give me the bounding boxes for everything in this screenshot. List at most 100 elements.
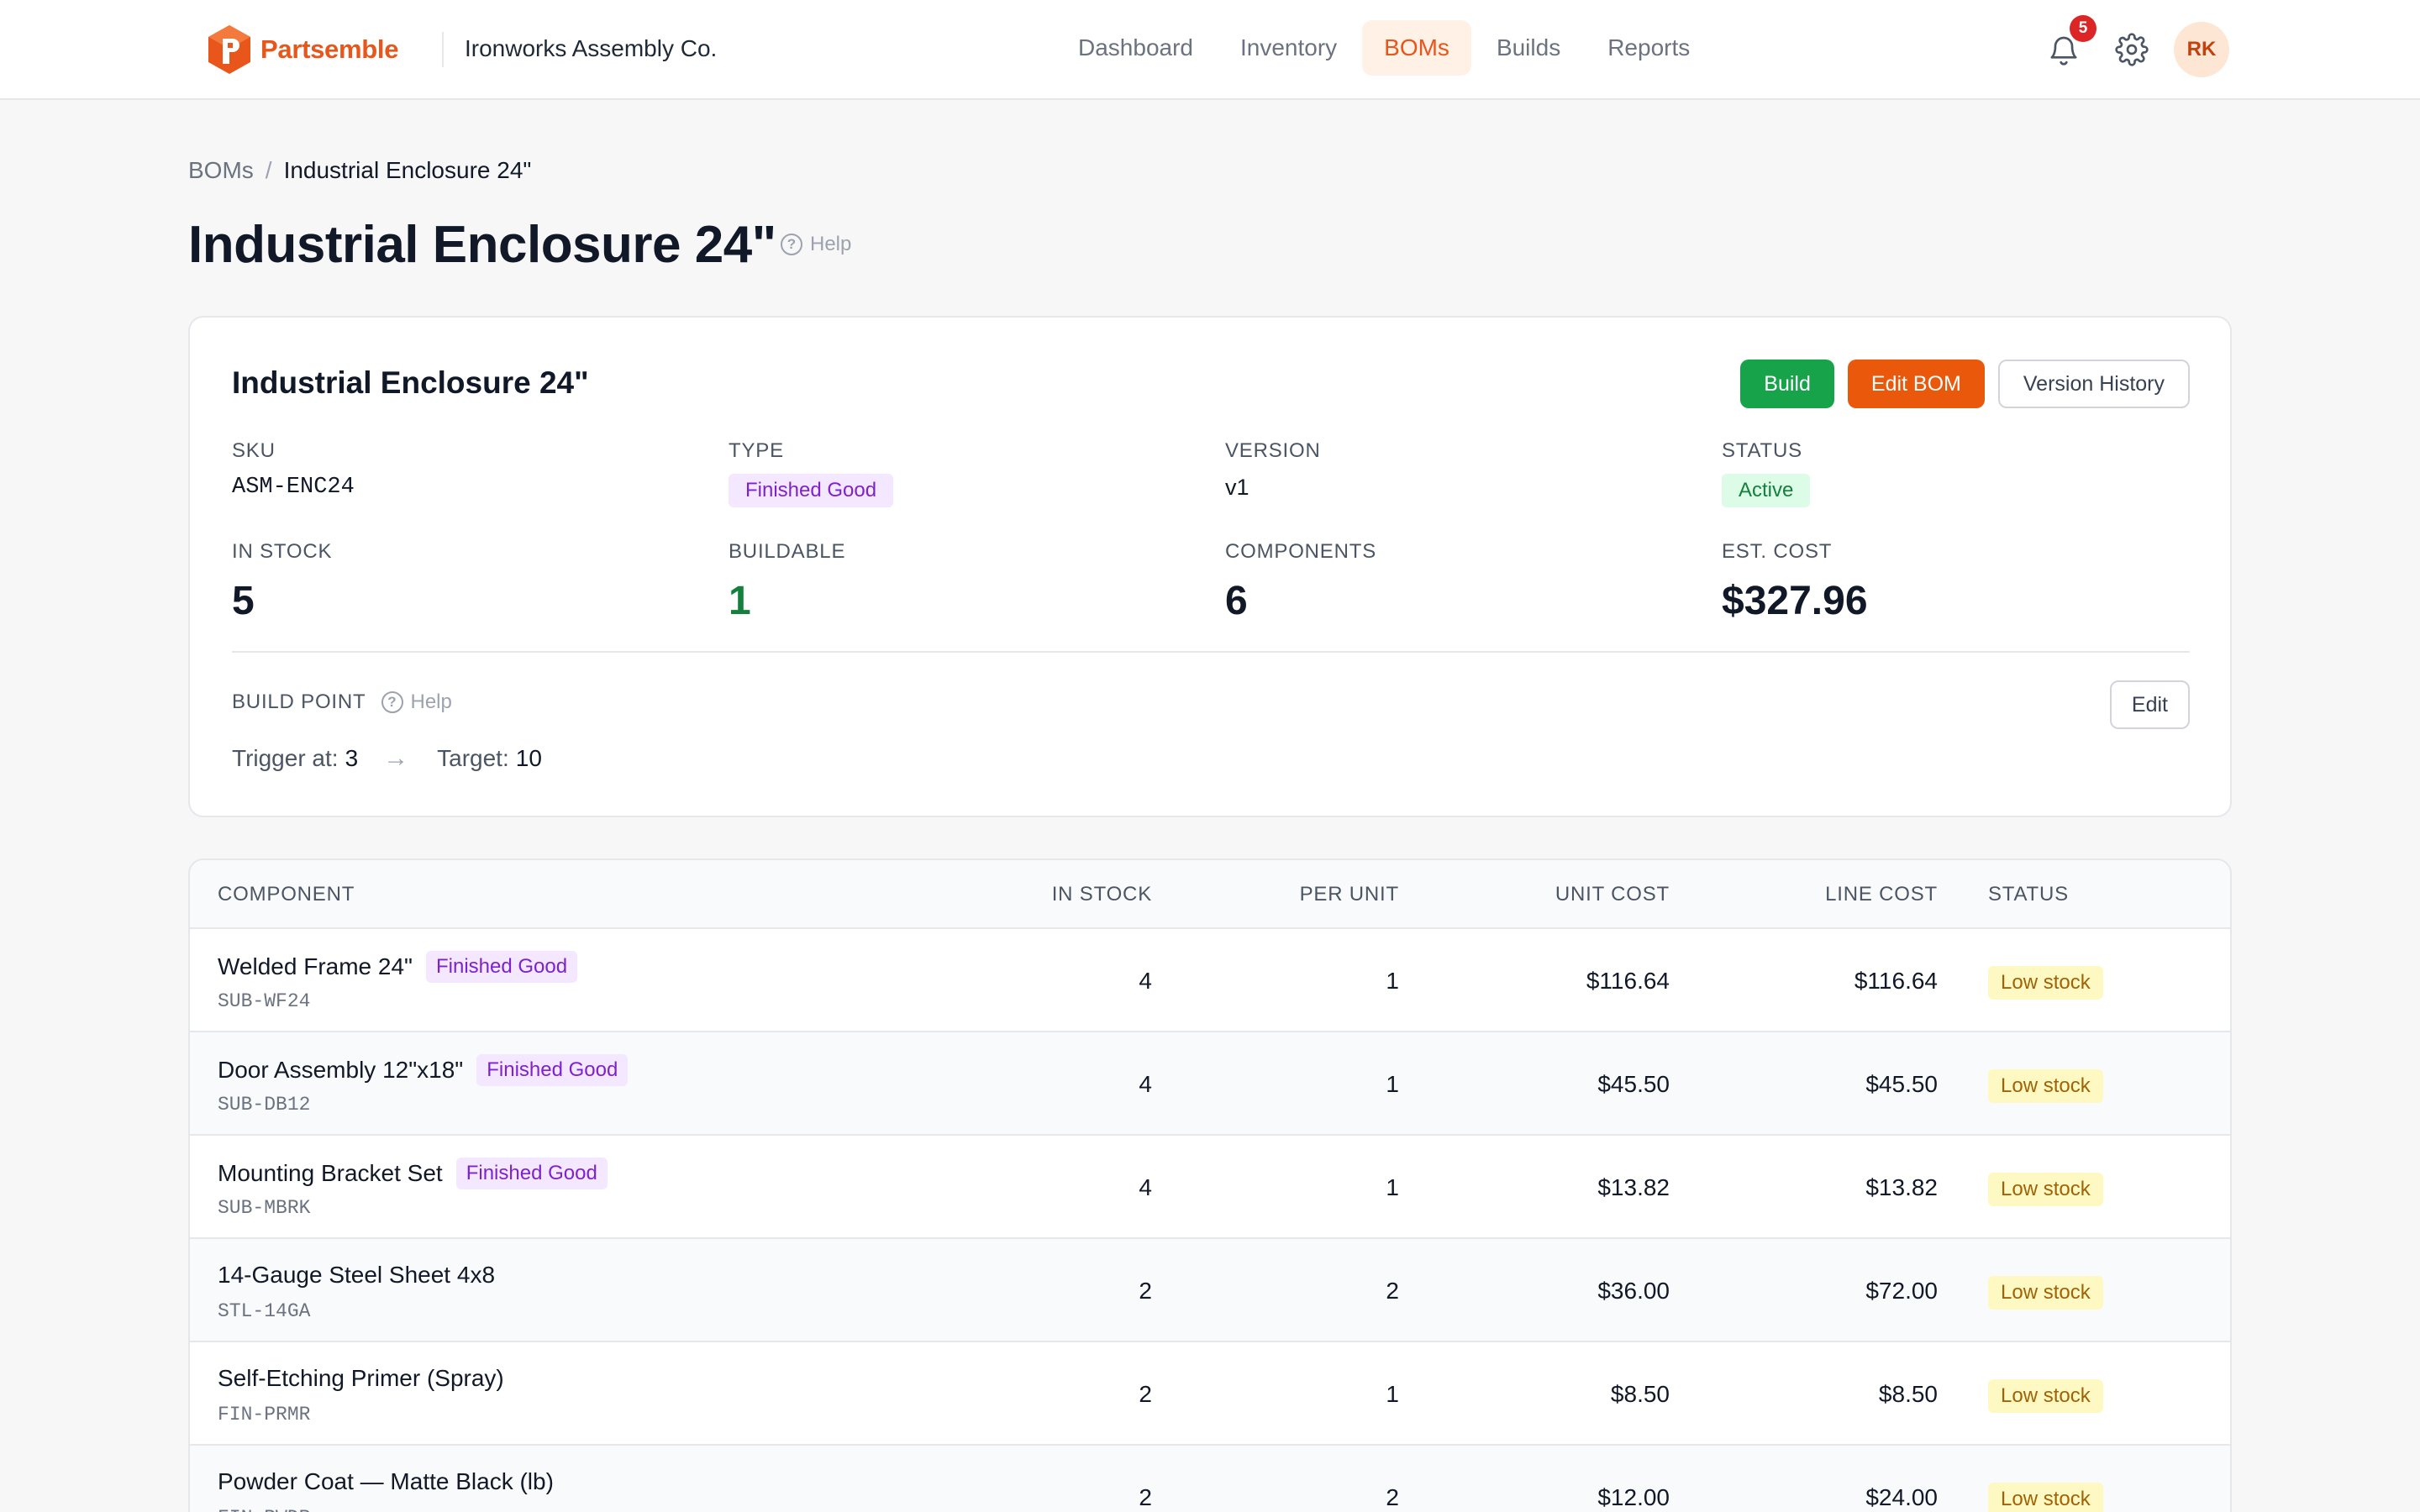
th-in-stock[interactable]: IN STOCK — [1051, 883, 1152, 906]
stat-version-label: VERSION — [1225, 439, 1321, 462]
per-unit-cell: 1 — [1386, 1381, 1399, 1407]
card-divider — [232, 651, 2190, 653]
unit-cost-cell: $8.50 — [1610, 1381, 1670, 1407]
table-row[interactable]: Welded Frame 24" Finished Good SUB-WF24 4 1 $… — [190, 929, 2230, 1032]
edit-build-point-button[interactable]: Edit — [2109, 680, 2190, 729]
in-stock-cell: 2 — [1139, 1278, 1152, 1304]
component-name-link[interactable]: Powder Coat — Matte Black (lb) — [218, 1468, 554, 1494]
stat-components-label: COMPONENTS — [1225, 540, 1377, 563]
version-history-button[interactable]: Version History — [1997, 360, 2190, 408]
build-button[interactable]: Build — [1740, 360, 1834, 408]
per-unit-cell: 1 — [1386, 1174, 1399, 1200]
in-stock-cell: 4 — [1139, 1071, 1152, 1097]
stock-status-badge: Low stock — [1988, 1379, 2103, 1413]
table-header: COMPONENT IN STOCK PER UNIT UNIT COST LI… — [190, 860, 2230, 929]
stat-in-stock-label: IN STOCK — [232, 540, 333, 563]
gear-icon[interactable] — [2115, 33, 2149, 66]
help-label: Help — [810, 233, 852, 255]
table-row[interactable]: Powder Coat — Matte Black (lb) FIN-PWDR 2 2… — [190, 1446, 2230, 1512]
top-bar: Partsemble Ironworks Assembly Co. Dashbo… — [0, 0, 2420, 100]
bom-summary-card: Industrial Enclosure 24" Build Edit BOM … — [188, 316, 2232, 817]
stat-buildable-value: 1 — [729, 579, 751, 623]
page-title: Industrial Enclosure 24" — [188, 216, 776, 274]
brand-logo[interactable]: Partsemble — [207, 24, 398, 76]
bell-icon[interactable] — [2047, 34, 2081, 67]
card-actions: Build Edit BOM Version History — [1727, 360, 2190, 408]
nav-boms[interactable]: BOMs — [1362, 20, 1471, 76]
stock-status-badge: Low stock — [1988, 1069, 2103, 1103]
build-point-help-label: Help — [410, 690, 452, 713]
component-type-badge: Finished Good — [476, 1054, 629, 1086]
unit-cost-cell: $13.82 — [1597, 1174, 1670, 1200]
trigger-value: 3 — [345, 745, 359, 771]
component-sku: SUB-MBRK — [218, 1197, 311, 1219]
component-type-badge: Finished Good — [455, 1158, 608, 1189]
in-stock-cell: 2 — [1139, 1484, 1152, 1510]
stat-type-label: TYPE — [729, 439, 784, 462]
unit-cost-cell: $45.50 — [1597, 1071, 1670, 1097]
main-nav: Dashboard Inventory BOMs Builds Reports — [1056, 20, 1715, 76]
stat-status-label: STATUS — [1722, 439, 1802, 462]
stat-components-value: 6 — [1225, 579, 1248, 623]
line-cost-cell: $72.00 — [1865, 1278, 1938, 1304]
th-unit-cost[interactable]: UNIT COST — [1555, 883, 1670, 906]
in-stock-cell: 4 — [1139, 968, 1152, 994]
table-row[interactable]: Self-Etching Primer (Spray) FIN-PRMR 2 1 $8.… — [190, 1342, 2230, 1446]
component-name-link[interactable]: 14-Gauge Steel Sheet 4x8 — [218, 1262, 496, 1288]
status-badge: Active — [1722, 474, 1811, 507]
component-cell: Mounting Bracket Set Finished Good — [218, 1158, 608, 1189]
breadcrumb: BOMs / Industrial Enclosure 24" — [188, 156, 531, 185]
stat-in-stock-value: 5 — [232, 579, 255, 623]
th-per-unit[interactable]: PER UNIT — [1299, 883, 1399, 906]
breadcrumb-boms-link[interactable]: BOMs — [188, 157, 254, 183]
stock-status-badge: Low stock — [1988, 1173, 2103, 1206]
per-unit-cell: 2 — [1386, 1278, 1399, 1304]
edit-bom-button[interactable]: Edit BOM — [1847, 360, 1985, 408]
component-sku: FIN-PRMR — [218, 1404, 311, 1425]
build-point-values: Trigger at: 3 → Target: 10 — [232, 744, 542, 773]
type-badge: Finished Good — [729, 474, 894, 507]
unit-cost-cell: $36.00 — [1597, 1278, 1670, 1304]
stat-sku: SKU ASM-ENC24 — [232, 438, 355, 501]
trigger-label: Trigger at: — [232, 745, 339, 771]
in-stock-cell: 4 — [1139, 1174, 1152, 1200]
table-row[interactable]: Mounting Bracket Set Finished Good SUB-MBR… — [190, 1136, 2230, 1239]
component-name-link[interactable]: Door Assembly 12"x18" — [218, 1057, 464, 1083]
component-name-link[interactable]: Self-Etching Primer (Spray) — [218, 1365, 504, 1391]
notification-badge: 5 — [2070, 15, 2096, 42]
component-sku: FIN-PWDR — [218, 1506, 310, 1512]
stat-components: COMPONENTS 6 — [1225, 539, 1376, 625]
component-cell: Powder Coat — Matte Black (lb) — [218, 1467, 554, 1496]
component-name-link[interactable]: Mounting Bracket Set — [218, 1160, 443, 1186]
nav-dashboard[interactable]: Dashboard — [1078, 34, 1193, 60]
nav-reports[interactable]: Reports — [1607, 34, 1691, 60]
company-name: Ironworks Assembly Co. — [465, 35, 718, 61]
stat-version: VERSION v1 — [1225, 438, 1321, 501]
component-sku: SUB-WF24 — [218, 990, 311, 1012]
stock-status-badge: Low stock — [1988, 1483, 2103, 1512]
table-row[interactable]: 14-Gauge Steel Sheet 4x8 STL-14GA 2 2 $36.00… — [190, 1239, 2230, 1342]
components-table: COMPONENT IN STOCK PER UNIT UNIT COST LI… — [188, 858, 2232, 1512]
nav-builds[interactable]: Builds — [1496, 34, 1561, 60]
nav-inventory[interactable]: Inventory — [1239, 34, 1338, 60]
component-cell: Self-Etching Primer (Spray) — [218, 1364, 504, 1393]
component-name-link[interactable]: Welded Frame 24" — [218, 953, 413, 979]
user-avatar[interactable]: RK — [2174, 22, 2229, 77]
stat-version-value: v1 — [1225, 475, 1249, 500]
component-cell: Door Assembly 12"x18" Finished Good — [218, 1054, 629, 1086]
table-row[interactable]: Door Assembly 12"x18" Finished Good SUB-DB… — [190, 1032, 2230, 1136]
stat-in-stock: IN STOCK 5 — [232, 539, 332, 625]
th-component[interactable]: COMPONENT — [218, 883, 355, 906]
component-sku: SUB-DB12 — [218, 1094, 311, 1116]
help-icon: ? — [381, 691, 403, 713]
component-sku: STL-14GA — [218, 1300, 311, 1322]
stock-status-badge: Low stock — [1988, 1276, 2103, 1310]
th-status[interactable]: STATUS — [1988, 883, 2069, 906]
th-line-cost[interactable]: LINE COST — [1825, 883, 1938, 906]
build-point-help-link[interactable]: ? Help — [381, 690, 452, 714]
partsemble-logo-icon — [208, 25, 250, 74]
build-point-header: BUILD POINT ? Help — [232, 690, 452, 714]
line-cost-cell: $116.64 — [1854, 968, 1938, 994]
target-value: 10 — [515, 745, 542, 771]
title-help-link[interactable]: ? Help — [781, 233, 851, 256]
